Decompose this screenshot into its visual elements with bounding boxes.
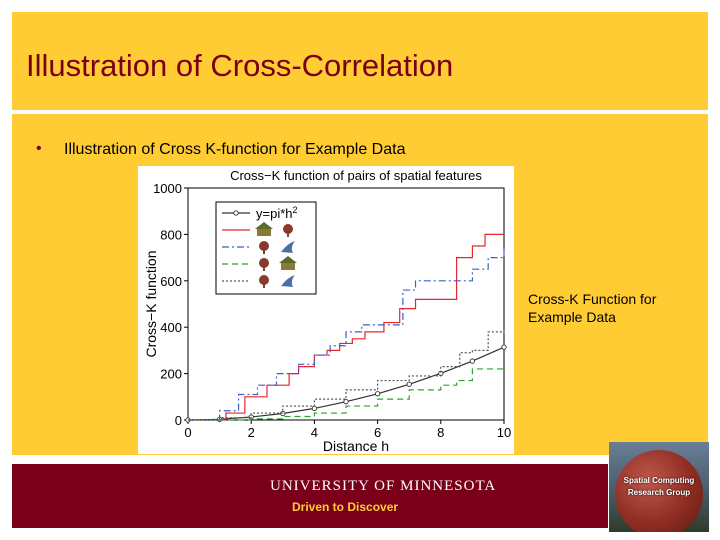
- series-line-5: [188, 329, 505, 421]
- content-area: • Illustration of Cross K-function for E…: [12, 114, 708, 455]
- legend-marker: [233, 210, 239, 216]
- footer-tagline: Driven to Discover: [292, 500, 399, 514]
- tree-icon: [259, 258, 269, 268]
- y-tick-label: 200: [160, 367, 182, 382]
- bird-icon: [281, 241, 295, 253]
- y-tick-label: 0: [175, 413, 182, 428]
- data-point: [501, 344, 507, 350]
- x-tick-label: 0: [184, 425, 191, 440]
- y-tick-label: 800: [160, 227, 182, 242]
- x-tick-label: 2: [248, 425, 255, 440]
- x-tick-label: 4: [311, 425, 318, 440]
- slide-title: Illustration of Cross-Correlation: [26, 48, 454, 83]
- y-axis-label: Cross−K function: [143, 251, 159, 358]
- house-icon: [257, 229, 271, 236]
- logo-text-line1: Spatial Computing: [623, 476, 695, 485]
- plot-frame: [187, 187, 505, 421]
- y-tick-label: 1000: [153, 181, 182, 196]
- bird-icon: [281, 275, 295, 287]
- chart-figure: Cross−K function of pairs of spatial fea…: [138, 166, 514, 454]
- title-band: Illustration of Cross-Correlation: [12, 12, 708, 110]
- data-point: [374, 391, 381, 397]
- tree-icon: [259, 275, 269, 285]
- side-caption: Cross-K Function for Example Data: [528, 291, 657, 325]
- data-point: [406, 381, 412, 387]
- globe-icon: [615, 450, 703, 532]
- data-point: [343, 399, 349, 405]
- x-tick-label: 10: [497, 425, 511, 440]
- series-line-2: [188, 233, 504, 421]
- research-group-logo: Spatial Computing Research Group: [609, 442, 709, 532]
- house-icon-roof: [255, 222, 273, 229]
- series-line-4: [188, 368, 504, 421]
- bullet-icon: •: [36, 140, 42, 157]
- university-logotype: UNIVERSITY OF MINNESOTA: [270, 478, 497, 494]
- cross-k-chart: Cross−K function of pairs of spatial fea…: [143, 168, 511, 454]
- x-axis-label: Distance h: [323, 438, 389, 454]
- y-tick-label: 600: [160, 274, 182, 289]
- tree-icon: [259, 241, 269, 251]
- data-point: [469, 358, 476, 364]
- legend-label-exponent: 2: [293, 205, 298, 215]
- legend-label: y=pi*h2: [256, 205, 298, 221]
- x-tick-label: 6: [374, 425, 381, 440]
- logo-text-line2: Research Group: [627, 488, 691, 497]
- tree-icon: [283, 224, 293, 234]
- footer-bar: UNIVERSITY OF MINNESOTA Driven to Discov…: [12, 464, 608, 528]
- y-tick-label: 400: [160, 320, 182, 335]
- data-point: [311, 405, 318, 412]
- bullet-text: Illustration of Cross K-function for Exa…: [64, 141, 406, 158]
- chart-title: Cross−K function of pairs of spatial fea…: [230, 168, 482, 183]
- house-icon-roof: [279, 256, 297, 263]
- x-tick-label: 8: [437, 425, 444, 440]
- house-icon: [281, 263, 295, 270]
- series-line-3: [188, 246, 505, 421]
